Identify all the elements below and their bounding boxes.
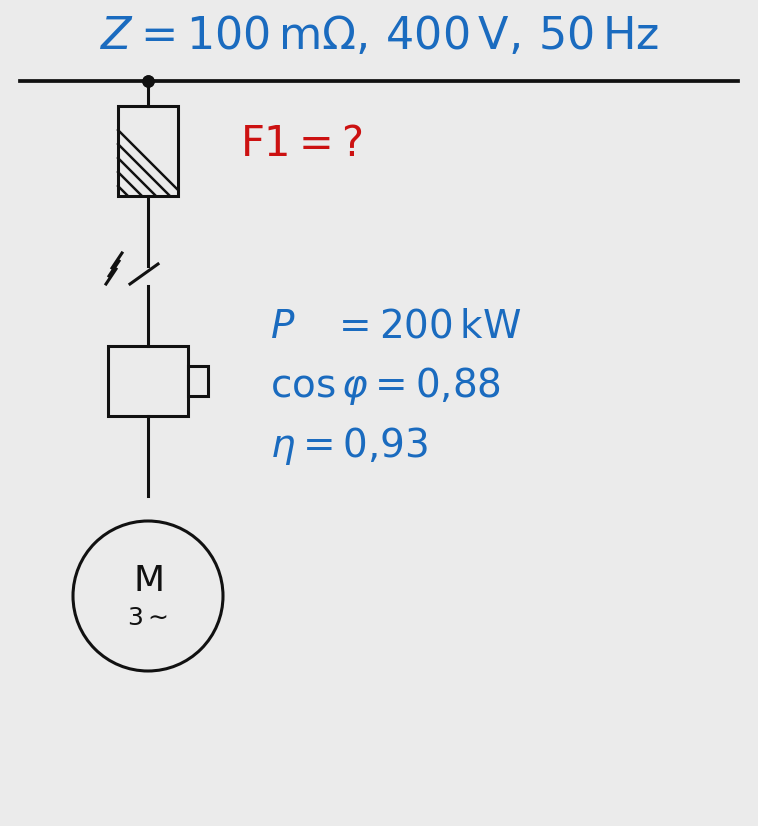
Text: $Z = 100\, \mathrm{m\Omega},\, 400\, \mathrm{V},\, 50\, \mathrm{Hz}$: $Z = 100\, \mathrm{m\Omega},\, 400\, \ma…: [99, 15, 659, 58]
Text: $\mathrm{M}$: $\mathrm{M}$: [133, 564, 163, 598]
Text: $\mathrm{F1} = ?$: $\mathrm{F1} = ?$: [240, 123, 362, 165]
FancyBboxPatch shape: [118, 106, 178, 196]
Text: $\eta = 0{,}93$: $\eta = 0{,}93$: [270, 425, 428, 467]
FancyBboxPatch shape: [188, 366, 208, 396]
Text: $3{\sim}$: $3{\sim}$: [127, 606, 168, 630]
Text: $\cos\varphi = 0{,}88$: $\cos\varphi = 0{,}88$: [270, 365, 501, 407]
FancyBboxPatch shape: [108, 346, 188, 416]
Text: $P\quad = 200\, \mathrm{kW}$: $P\quad = 200\, \mathrm{kW}$: [270, 307, 522, 345]
